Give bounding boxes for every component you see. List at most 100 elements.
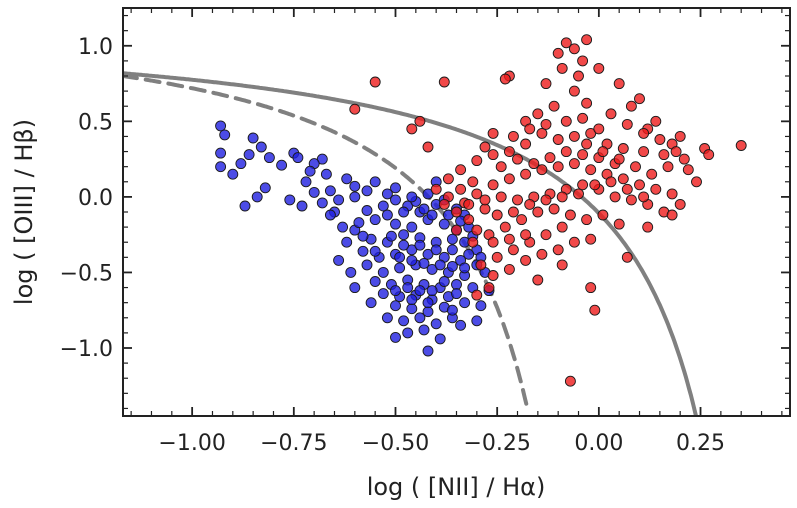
star-forming-point — [381, 188, 393, 200]
agn-point — [662, 161, 674, 173]
agn-point — [479, 194, 491, 206]
star-forming-point — [349, 191, 361, 203]
agn-point — [577, 149, 589, 161]
agn-point — [621, 251, 633, 263]
agn-point — [613, 78, 625, 90]
agn-point — [455, 164, 467, 176]
y-tick-label: −0.5 — [60, 261, 113, 286]
star-forming-point — [398, 229, 410, 241]
star-forming-point — [345, 266, 357, 278]
star-forming-point — [349, 282, 361, 294]
agn-point — [597, 209, 609, 221]
agn-point — [536, 164, 548, 176]
star-forming-point — [215, 120, 227, 132]
star-forming-point — [357, 230, 369, 242]
agn-point — [487, 236, 499, 248]
star-forming-point — [426, 209, 438, 221]
agn-point — [573, 188, 584, 200]
agn-point — [613, 218, 625, 230]
agn-point — [589, 179, 601, 191]
star-forming-point — [455, 319, 467, 331]
star-forming-point — [369, 276, 381, 287]
star-forming-point — [446, 244, 458, 256]
star-forming-point — [406, 254, 418, 266]
star-forming-point — [459, 297, 471, 309]
agn-point — [678, 153, 690, 165]
agn-point — [491, 209, 503, 221]
star-forming-point — [426, 285, 438, 297]
star-forming-point — [446, 233, 458, 245]
star-forming-point — [320, 168, 332, 180]
agn-point — [532, 274, 544, 286]
agn-point — [536, 127, 548, 139]
agn-point — [564, 375, 576, 387]
agn-point — [487, 149, 499, 161]
star-forming-point — [296, 200, 308, 212]
agn-point — [524, 198, 536, 210]
star-forming-point — [475, 300, 487, 312]
star-forming-point — [446, 260, 458, 272]
star-forming-point — [406, 191, 418, 203]
agn-point — [650, 115, 662, 127]
agn-point — [625, 194, 637, 206]
star-forming-point — [451, 288, 462, 300]
agn-point — [491, 251, 503, 263]
agn-point — [568, 85, 580, 97]
agn-point — [520, 229, 532, 241]
star-forming-point — [243, 149, 255, 161]
agn-point — [487, 179, 499, 191]
agn-point — [483, 282, 495, 294]
agn-point — [544, 152, 556, 164]
y-axis-title: log ( [OIII] / Hβ) — [10, 119, 38, 305]
star-forming-point — [414, 239, 426, 251]
agn-point — [520, 138, 532, 150]
agn-point — [503, 173, 515, 185]
star-forming-point — [227, 168, 239, 180]
star-forming-point — [390, 218, 401, 230]
agn-point — [630, 161, 641, 173]
star-forming-point — [381, 209, 393, 221]
star-forming-point — [377, 288, 389, 300]
agn-point — [560, 115, 572, 127]
x-tick-label: −0.75 — [260, 431, 327, 456]
star-forming-point — [349, 180, 361, 192]
agn-point — [552, 47, 564, 59]
agn-point — [556, 191, 568, 203]
agn-point — [475, 259, 487, 271]
agn-point — [548, 203, 560, 215]
agn-point — [520, 254, 532, 266]
star-forming-point — [292, 152, 304, 164]
agn-point — [451, 206, 462, 218]
agn-point — [654, 134, 666, 145]
star-forming-point — [390, 331, 401, 343]
agn-point — [593, 123, 605, 135]
agn-point — [564, 209, 576, 221]
agn-point — [540, 118, 552, 130]
agn-point — [552, 244, 564, 256]
agn-point — [349, 103, 361, 115]
kewley-curve — [123, 71, 699, 416]
agn-point — [605, 108, 617, 120]
agn-point — [568, 130, 580, 142]
agn-point — [479, 203, 491, 215]
agn-point — [422, 141, 434, 153]
agn-point — [593, 62, 605, 74]
agn-point — [646, 168, 658, 180]
star-forming-point — [438, 218, 450, 230]
star-forming-point — [361, 185, 373, 197]
star-forming-point — [422, 248, 434, 260]
star-forming-point — [422, 188, 434, 200]
star-forming-point — [390, 300, 401, 312]
star-forming-point — [402, 327, 414, 339]
agn-point — [674, 130, 686, 142]
star-forming-point — [459, 262, 471, 274]
star-forming-point — [316, 197, 328, 209]
agn-point — [495, 161, 507, 173]
agn-point — [556, 259, 568, 271]
agn-point — [568, 43, 580, 55]
agn-point — [666, 209, 678, 221]
agn-point — [540, 78, 552, 90]
agn-point — [691, 176, 702, 188]
agn-point — [499, 221, 511, 233]
